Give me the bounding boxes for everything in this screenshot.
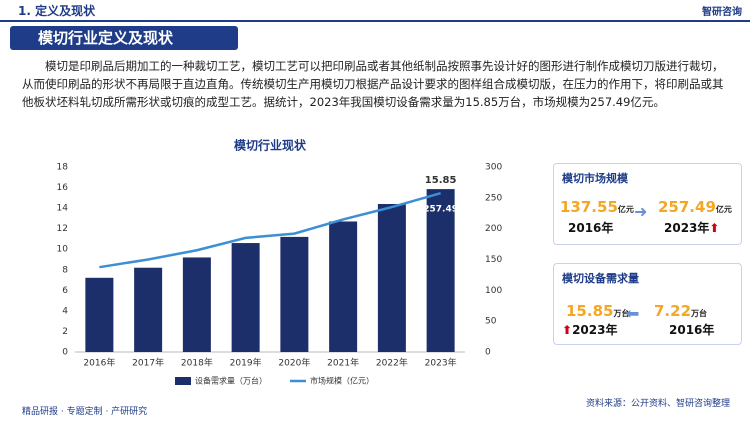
card-year: ⬆2023年 xyxy=(562,321,617,338)
y-tick-label: 10 xyxy=(57,245,69,255)
bar xyxy=(231,243,260,352)
bar xyxy=(280,236,309,352)
x-tick-label: 2017年 xyxy=(132,357,164,369)
x-tick-label: 2019年 xyxy=(230,357,262,369)
y2-tick-label: 250 xyxy=(485,193,502,203)
line xyxy=(99,192,441,269)
data-label: 257.49 xyxy=(423,205,458,215)
unit: 万台 xyxy=(613,309,630,318)
card-value: 257.49亿元 xyxy=(658,198,732,216)
card-year: 2023年⬆ xyxy=(664,219,719,236)
card: 模切设备需求量 15.85万台 ⬆2023年 ⬅ 7.22万台 2016年 xyxy=(553,263,742,345)
data-label: 15.85 xyxy=(425,175,457,186)
chart-title: 模切行业现状 xyxy=(234,138,307,153)
year: 2023年 xyxy=(572,323,618,337)
bar xyxy=(329,221,358,352)
value: 137.55 xyxy=(560,198,618,216)
logo: 智研咨询 xyxy=(702,7,742,18)
y2-tick-label: 150 xyxy=(485,255,502,265)
y-tick-label: 18 xyxy=(57,163,69,173)
y-tick-label: 14 xyxy=(57,204,69,214)
arrow: ⬅ xyxy=(626,304,640,323)
card-year: 2016年 xyxy=(568,221,614,235)
y2-tick-label: 50 xyxy=(485,317,497,327)
value: 257.49 xyxy=(658,198,716,216)
card-year: 2016年 xyxy=(669,323,715,337)
y2-tick-label: 300 xyxy=(485,163,502,173)
bar xyxy=(377,204,406,352)
footer-left: 精品研报 · 专题定制 · 产研研究 xyxy=(22,407,148,417)
x-tick-label: 2018年 xyxy=(181,357,213,369)
y2-tick-label: 200 xyxy=(485,224,502,234)
bar xyxy=(182,257,211,352)
x-tick-label: 2022年 xyxy=(376,357,408,369)
unit: 万台 xyxy=(691,309,708,318)
arrow: ➜ xyxy=(634,202,648,221)
bar xyxy=(134,267,163,352)
card-value: 7.22万台 xyxy=(654,302,707,320)
up-arrow: ⬆ xyxy=(562,323,573,337)
value: 7.22 xyxy=(654,302,692,320)
y-tick-label: 16 xyxy=(57,183,69,193)
y-tick-label: 6 xyxy=(62,286,68,296)
x-tick-label: 2023年 xyxy=(425,357,457,369)
y-tick-label: 12 xyxy=(57,224,68,234)
section-title: 模切行业定义及现状 xyxy=(10,26,238,50)
card-title: 模切设备需求量 xyxy=(562,272,639,285)
y-tick-label: 0 xyxy=(62,348,68,358)
card-value: 137.55亿元 xyxy=(560,198,634,216)
y-tick-label: 4 xyxy=(62,306,68,316)
card-title: 模切市场规模 xyxy=(562,172,628,185)
intro-text: 模切是印刷品后期加工的一种裁切工艺，模切工艺可以把印刷品或者其他纸制品按照事先设… xyxy=(22,59,724,109)
header xyxy=(0,0,750,22)
up-arrow: ⬆ xyxy=(709,221,720,235)
bar xyxy=(85,277,114,352)
y-tick-label: 8 xyxy=(62,265,68,275)
card-value: 15.85万台 xyxy=(566,302,629,320)
y2-tick-label: 0 xyxy=(485,348,491,358)
legend-label: 市场规模（亿元） xyxy=(310,376,374,386)
x-tick-label: 2021年 xyxy=(327,357,359,369)
value: 15.85 xyxy=(566,302,614,320)
source: 资料来源：公开资料、智研咨询整理 xyxy=(585,399,730,409)
legend-swatch xyxy=(175,377,191,385)
year: 2023年 xyxy=(664,221,710,235)
legend-label: 设备需求量（万台） xyxy=(195,376,267,386)
card: 模切市场规模 137.55亿元 2016年 ➜ 257.49亿元 2023年⬆ xyxy=(553,163,742,245)
y2-tick-label: 100 xyxy=(485,286,502,296)
unit: 亿元 xyxy=(617,205,634,214)
bar xyxy=(426,189,455,352)
y-tick-label: 2 xyxy=(62,327,68,337)
x-tick-label: 2020年 xyxy=(278,357,310,369)
x-tick-label: 2016年 xyxy=(83,357,115,369)
unit: 亿元 xyxy=(715,205,732,214)
header-title: 1. 定义及现状 xyxy=(18,4,96,18)
